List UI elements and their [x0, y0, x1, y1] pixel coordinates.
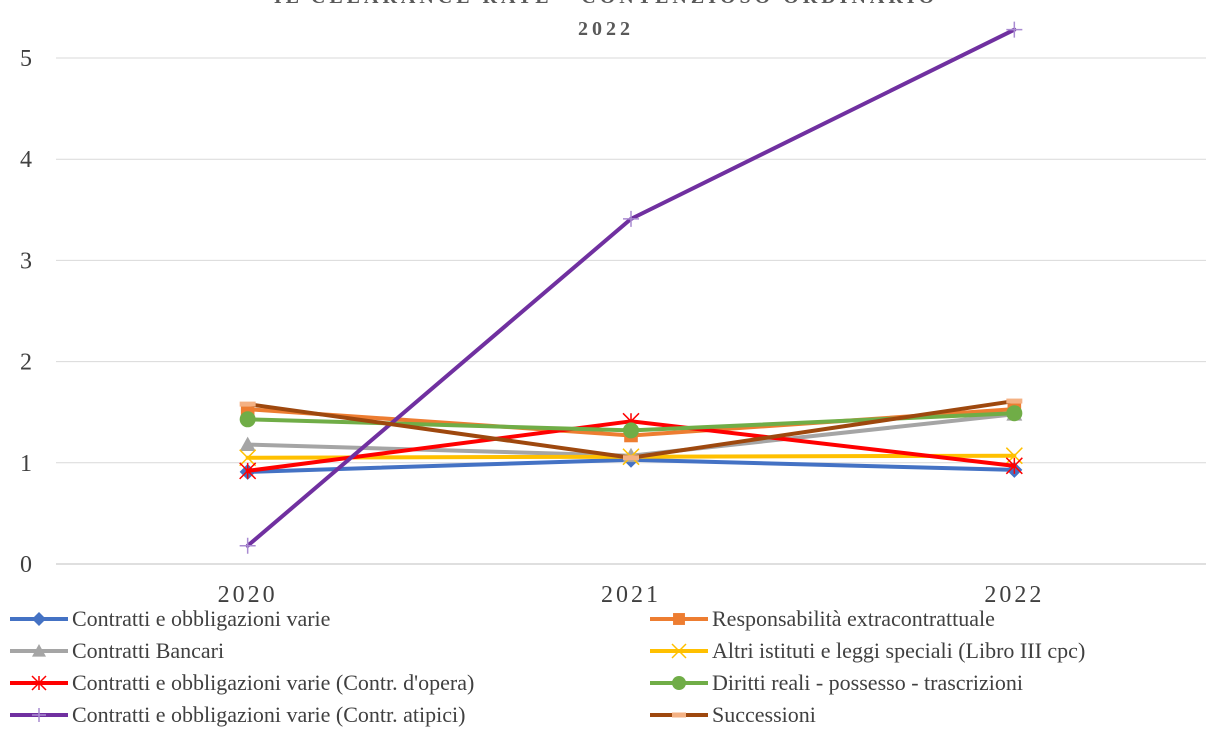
legend-swatch-icon [10, 708, 68, 722]
data-point [673, 613, 685, 625]
y-tick-label: 4 [20, 147, 32, 173]
data-point [1006, 21, 1023, 38]
data-point [32, 644, 46, 657]
legend-item: Contratti e obbligazioni varie [8, 604, 330, 634]
data-point [239, 537, 256, 554]
legend-label: Diritti reali - possesso - trascrizioni [712, 670, 1023, 695]
y-tick-label: 2 [20, 350, 32, 376]
data-point [1006, 398, 1023, 404]
legend-label: Responsabilità extracontrattuale [712, 606, 995, 631]
legend-label: Contratti e obbligazioni varie (Contr. a… [72, 702, 466, 727]
data-point [239, 411, 256, 428]
legend-swatch-icon [10, 612, 68, 626]
legend-swatch-icon [650, 676, 708, 690]
legend-swatch-icon [650, 613, 708, 625]
data-point [239, 462, 257, 480]
legend-swatch-icon [650, 643, 708, 659]
data-point [672, 712, 686, 718]
chart-subtitle: 2022 [578, 18, 634, 40]
data-point [32, 708, 46, 722]
data-point [1006, 405, 1023, 422]
legend-swatch-icon [10, 644, 68, 657]
legend-label: Altri istituti e leggi speciali (Libro I… [712, 638, 1086, 663]
data-point [239, 449, 257, 467]
legend-item: Contratti Bancari [8, 636, 224, 666]
data-point [32, 612, 46, 626]
data-point [623, 422, 639, 439]
chart-title: IL CLEARANCE RATE - CONTENZIOSO ORDINARI… [0, 0, 1212, 9]
legend-label: Successioni [712, 702, 816, 727]
series-7 [239, 21, 1023, 554]
legend-label: Contratti e obbligazioni varie [72, 606, 331, 631]
series-8 [239, 398, 1023, 461]
legend-swatch-icon [10, 675, 68, 691]
legend-label: Contratti e obbligazioni varie (Contr. d… [72, 670, 475, 695]
data-point [1005, 457, 1023, 475]
y-tick-label: 3 [20, 248, 32, 274]
data-point [623, 210, 639, 227]
x-tick-label: 2020 [218, 582, 278, 604]
legend-item: Altri istituti e leggi speciali (Libro I… [648, 636, 1085, 666]
legend-item: Diritti reali - possesso - trascrizioni [648, 668, 1023, 698]
y-tick-label: 1 [20, 451, 32, 477]
data-point [672, 676, 686, 690]
x-tick-label: 2022 [984, 582, 1044, 604]
data-point [671, 643, 687, 659]
x-tick-label: 2021 [601, 582, 661, 604]
y-tick-label: 0 [20, 552, 32, 578]
legend-item: Contratti e obbligazioni varie (Contr. a… [8, 700, 465, 730]
legend-swatch-icon [650, 712, 708, 718]
line-chart: 0 1 2 3 4 5 2020 2021 2022 [20, 21, 1206, 604]
data-point [239, 401, 256, 407]
y-tick-label: 5 [20, 46, 32, 72]
data-point [239, 436, 256, 451]
chart-legend: Contratti e obbligazioni varie Responsabi… [0, 604, 1212, 736]
legend-label: Contratti Bancari [72, 638, 225, 663]
legend-item: Successioni [648, 700, 816, 730]
data-point [623, 455, 639, 461]
legend-item: Contratti e obbligazioni varie (Contr. d… [8, 668, 474, 698]
data-point [31, 675, 47, 691]
legend-item: Responsabilità extracontrattuale [648, 604, 995, 634]
